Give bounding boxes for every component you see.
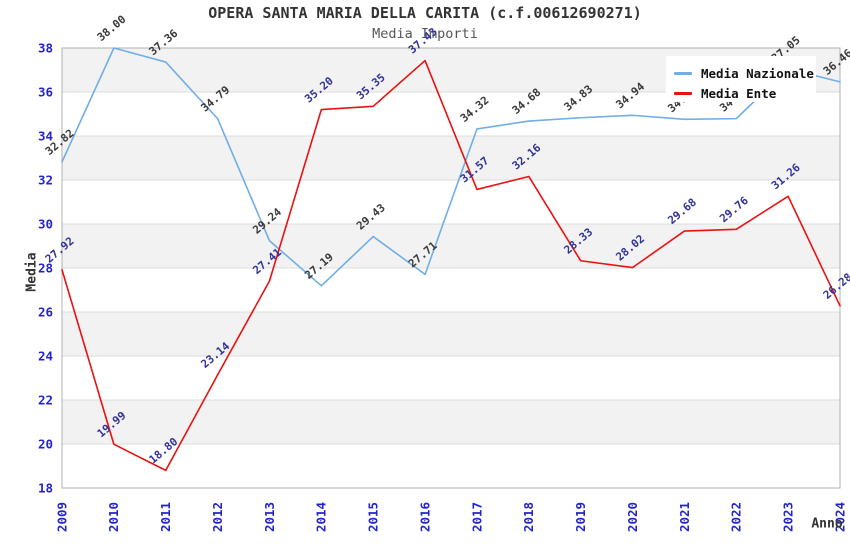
x-tick-label: 2013 [262,502,277,532]
media-ente-line-swatch [674,91,692,95]
x-tick-label: 2016 [417,502,432,532]
x-tick-label: 2015 [366,502,381,532]
legend: Media Nazionale Media Ente [666,56,816,102]
y-tick-label: 22 [38,392,53,407]
plot-band [62,400,840,444]
legend-label-media-nazionale: Media Nazionale [701,65,814,81]
y-tick-label: 28 [38,260,53,275]
chart-title: OPERA SANTA MARIA DELLA CARITA (c.f.0061… [208,4,642,22]
x-tick-label: 2018 [521,502,536,532]
y-tick-label: 26 [38,304,53,319]
data-label: 29.76 [717,194,751,225]
y-tick-label: 38 [38,40,53,55]
plot-border [61,47,841,489]
chart-subtitle: Media Importi [372,26,478,42]
y-axis-title: Media [24,252,40,292]
x-tick-label: 2019 [573,502,588,532]
y-tick-label: 30 [38,216,53,231]
series-line-media-nazionale [61,47,841,287]
data-label: 29.68 [665,196,699,227]
y-tick-label: 24 [38,348,53,363]
y-tick-label: 34 [38,128,53,143]
y-tick-label: 18 [38,480,53,495]
plot-band [62,312,840,356]
x-axis-title: Anno [811,516,843,532]
x-tick-label: 2017 [469,502,484,532]
y-tick-label: 20 [38,436,53,451]
x-tick-label: 2022 [729,502,744,532]
x-tick-label: 2023 [781,502,796,532]
x-tick-label: 2010 [106,502,121,532]
x-tick-label: 2020 [625,502,640,532]
x-tick-label: 2014 [314,502,329,532]
data-label: 38.00 [95,13,129,44]
series-line-media-ente [61,59,841,472]
x-tick-label: 2011 [158,502,173,532]
y-tick-label: 36 [38,84,53,99]
x-tick-label: 2009 [54,502,69,532]
y-tick-label: 32 [38,172,53,187]
plot-band [62,136,840,180]
plot-band [62,224,840,268]
media-nazionale-line-swatch [674,71,692,75]
x-tick-label: 2012 [210,502,225,532]
data-label: 34.32 [458,94,492,125]
x-tick-label: 2021 [677,502,692,532]
x-tick-label: 2024 [832,502,847,532]
legend-item-media-ente: Media Ente [674,83,808,103]
legend-item-media-nazionale: Media Nazionale [674,63,814,83]
legend-label-media-ente: Media Ente [701,85,777,101]
